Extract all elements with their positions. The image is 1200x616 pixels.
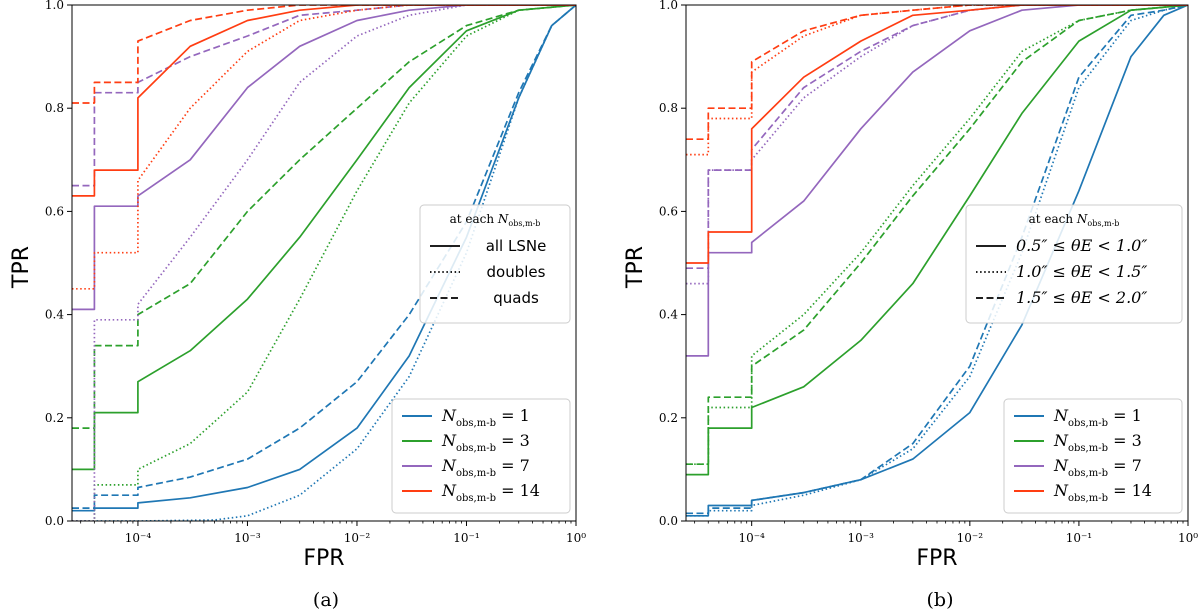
x-tick-label: 10⁰	[1178, 531, 1198, 545]
x-axis-label: FPR	[916, 546, 957, 571]
chart-panel-a: 10⁻⁴ 10⁻³ 10⁻² 10⁻¹ 10⁰ 0.0 0.2 0.4 0.6 0.8 1.0 FPR…	[9, 0, 586, 611]
series-line-n-14-1-5-2-0	[686, 5, 1188, 141]
y-axis-label: TPR	[623, 246, 648, 289]
style-legend-label: 1.0″ ≤ θE < 1.5″	[1016, 262, 1147, 281]
series-line-n-14-1-0-1-5	[686, 5, 1188, 156]
style-legend-title: at each Nobs,m-b	[1029, 212, 1120, 228]
style-legend-label: 1.5″ ≤ θE < 2.0″	[1016, 288, 1147, 307]
x-tick-label: 10⁻²	[344, 531, 371, 545]
legend-math-label: Nobs,m-b = 14	[441, 481, 540, 504]
series-line-n-14-all-lsne	[72, 5, 576, 197]
style-legend-title: at each Nobs,m-b	[450, 212, 541, 228]
series-line-n-3-1-5-2-0	[686, 5, 1188, 466]
series-line-n-1-0-5-1-0	[686, 5, 1188, 517]
legend-math-label: Nobs,m-b = 7	[441, 456, 530, 479]
x-axis-label: FPR	[303, 546, 344, 571]
legend-math-label: Nobs,m-b = 14	[1053, 481, 1152, 504]
series-group	[686, 5, 1188, 517]
x-tick-label: 10⁻²	[957, 531, 984, 545]
panel-caption: (a)	[313, 589, 339, 611]
legend-math-label: Nobs,m-b = 1	[441, 406, 530, 429]
style-legend-box	[419, 204, 571, 324]
series-line-n-1-1-0-1-5	[686, 5, 1188, 517]
legend-math-label: Nobs,m-b = 3	[441, 431, 530, 454]
series-line-n-14-doubles	[72, 5, 576, 290]
y-tick-label: 1.0	[659, 0, 678, 12]
style-legend-label: quads	[493, 289, 539, 307]
y-axis-label: TPR	[9, 246, 34, 289]
style-legend: at each Nobs,m-b 0.5″ ≤ θE < 1.0″ 1.0″ ≤ θ…	[965, 204, 1183, 324]
series-line-n-7-all-lsne	[72, 5, 576, 311]
style-legend-label: 0.5″ ≤ θE < 1.0″	[1016, 236, 1147, 255]
series-line-n-3-quads	[72, 5, 576, 429]
color-legend-box	[1003, 398, 1183, 514]
legend-math-label: Nobs,m-b = 3	[1053, 431, 1142, 454]
style-legend-box	[965, 204, 1183, 324]
series-line-n-7-quads	[72, 5, 576, 187]
color-legend-box	[391, 398, 571, 514]
y-tick-label: 0.4	[659, 308, 678, 322]
x-tick-label: 10⁻⁴	[738, 531, 765, 545]
y-tick-label: 0.0	[659, 514, 678, 528]
y-tick-label: 0.2	[45, 411, 64, 425]
legend-math-label: Nobs,m-b = 7	[1053, 456, 1142, 479]
style-legend: at each Nobs,m-b all LSNe doubles quads	[419, 204, 571, 324]
series-line-n-1-1-5-2-0	[686, 5, 1188, 515]
series-line-n-14-quads	[72, 5, 576, 104]
x-tick-label: 10⁻³	[848, 531, 875, 545]
series-line-n-7-1-5-2-0	[686, 5, 1188, 270]
x-tick-label: 10⁻¹	[453, 531, 479, 545]
y-tick-label: 0.0	[45, 514, 64, 528]
series-line-n-1-quads	[72, 5, 576, 509]
y-tick-label: 0.8	[659, 101, 678, 115]
series-group	[72, 5, 576, 521]
legend-math-label: Nobs,m-b = 1	[1053, 406, 1142, 429]
x-tick-label: 10⁰	[566, 531, 586, 545]
style-legend-label: doubles	[487, 263, 546, 281]
y-tick-label: 0.4	[45, 308, 64, 322]
series-line-n-14-0-5-1-0	[686, 5, 1188, 264]
series-line-n-7-doubles	[72, 5, 576, 521]
y-tick-label: 0.2	[659, 411, 678, 425]
panel-caption: (b)	[927, 589, 954, 611]
y-tick-label: 0.8	[45, 101, 64, 115]
x-tick-label: 10⁻³	[234, 531, 261, 545]
y-tick-label: 0.6	[659, 204, 678, 218]
x-tick-label: 10⁻¹	[1066, 531, 1092, 545]
y-tick-label: 1.0	[45, 0, 64, 12]
x-tick-label: 10⁻⁴	[125, 531, 152, 545]
style-legend-label: all LSNe	[486, 237, 547, 255]
y-tick-label: 0.6	[45, 204, 64, 218]
chart-panel-b: 10⁻⁴ 10⁻³ 10⁻² 10⁻¹ 10⁰ 0.0 0.2 0.4 0.6 0.8 1.0 FPR…	[623, 0, 1198, 611]
